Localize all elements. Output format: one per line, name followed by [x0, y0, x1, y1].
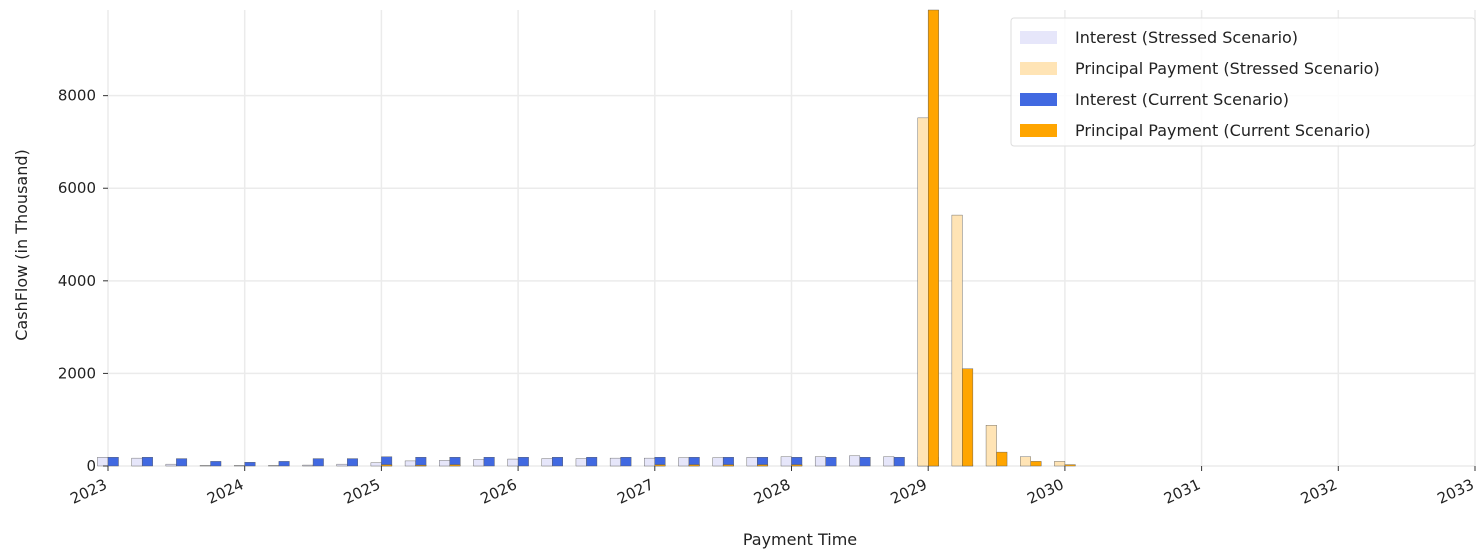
bar [849, 455, 861, 467]
bar [757, 464, 769, 467]
x-tick-label: 2028 [751, 475, 793, 507]
bar [712, 457, 724, 467]
bar [859, 457, 871, 467]
y-tick-label: 4000 [58, 272, 96, 290]
bar [722, 464, 734, 467]
y-tick-label: 6000 [58, 179, 96, 197]
bar [654, 464, 666, 467]
bar [517, 457, 529, 467]
bar [415, 457, 427, 467]
x-tick-label: 2030 [1024, 475, 1066, 507]
bar [780, 456, 792, 467]
bar [1030, 461, 1042, 467]
bar [336, 463, 348, 467]
legend-swatch [1020, 124, 1057, 137]
bar [278, 461, 290, 467]
bar [746, 457, 758, 467]
legend: Interest (Stressed Scenario) Principal Pa… [1010, 17, 1476, 147]
x-tick-label: 2027 [614, 475, 656, 507]
bar [176, 458, 188, 467]
legend-box [1010, 17, 1476, 147]
bar [415, 464, 427, 467]
bar [210, 461, 222, 467]
bar [404, 460, 416, 467]
bar [575, 458, 587, 467]
x-tick-label: 2031 [1161, 475, 1203, 507]
x-tick-label: 2024 [204, 475, 246, 507]
bar [928, 9, 939, 467]
legend-swatch [1020, 93, 1057, 106]
x-tick-label: 2032 [1298, 475, 1340, 507]
legend-label: Interest (Stressed Scenario) [1075, 28, 1298, 47]
bar [791, 464, 803, 467]
bar [917, 117, 929, 467]
y-tick-label: 0 [86, 457, 96, 475]
bar [814, 456, 826, 467]
bar [951, 214, 963, 467]
bar [1064, 464, 1076, 467]
bar [893, 457, 905, 467]
bar [825, 457, 837, 467]
bar [449, 464, 461, 467]
bar [1020, 456, 1031, 467]
x-tick-label: 2026 [478, 475, 520, 507]
bar [962, 368, 974, 467]
x-tick-label: 2023 [67, 475, 109, 507]
bar [609, 457, 621, 467]
axes: 2023 2024 2025 2026 2027 2028 2029 2030 2031 2032… [58, 87, 1477, 508]
bar [883, 456, 895, 467]
bar [552, 457, 563, 467]
bar [107, 457, 119, 467]
bar [996, 451, 1008, 467]
x-axis-label: Payment Time [743, 530, 857, 549]
bar [302, 464, 314, 467]
x-tick-label: 2025 [341, 475, 383, 507]
bar [620, 457, 632, 467]
bar [165, 463, 177, 467]
bar [688, 464, 700, 467]
y-tick-label: 8000 [58, 87, 96, 105]
bar [370, 462, 382, 467]
bar [347, 458, 358, 467]
bar [97, 457, 109, 467]
legend-swatch [1020, 31, 1057, 44]
legend-swatch [1020, 62, 1057, 75]
bar [439, 460, 450, 467]
bar [678, 457, 690, 467]
bar [473, 459, 485, 467]
bar [507, 458, 519, 467]
legend-label: Principal Payment (Current Scenario) [1075, 121, 1371, 140]
bar [644, 457, 655, 467]
x-tick-label: 2029 [888, 475, 930, 507]
bar [586, 457, 598, 467]
legend-label: Interest (Current Scenario) [1075, 90, 1289, 109]
bar [483, 457, 495, 467]
bar [312, 458, 324, 467]
bar [131, 457, 143, 467]
y-tick-label: 2000 [58, 364, 96, 382]
x-tick-label: 2033 [1434, 475, 1476, 507]
bar [985, 425, 997, 467]
bar [541, 458, 553, 467]
y-axis-label: CashFlow (in Thousand) [12, 149, 31, 341]
bar [141, 457, 153, 467]
bars [97, 9, 1076, 467]
bar [1054, 461, 1066, 467]
bar [381, 464, 393, 467]
bar [244, 462, 256, 467]
legend-label: Principal Payment (Stressed Scenario) [1075, 59, 1380, 78]
